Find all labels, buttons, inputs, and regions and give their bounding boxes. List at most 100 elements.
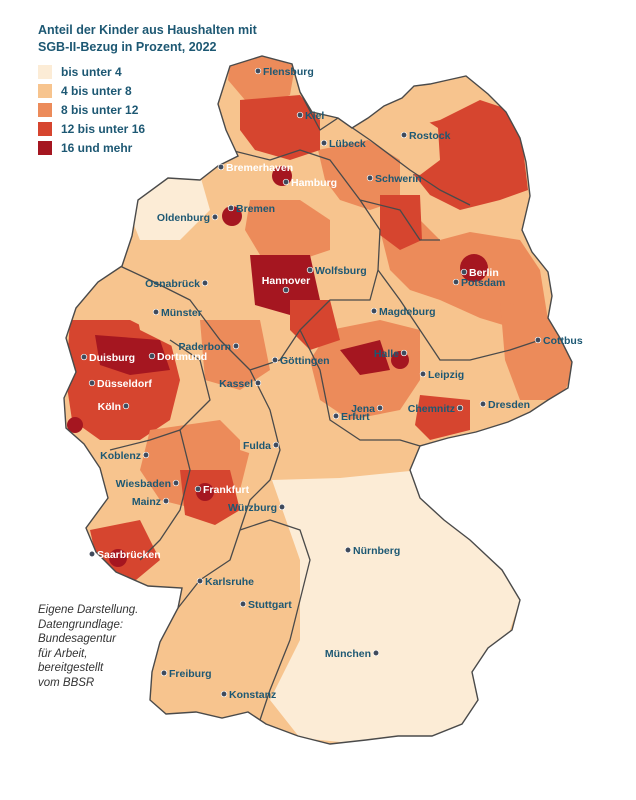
map-title: Anteil der Kinder aus Haushalten mit SGB… [38, 22, 257, 56]
city-marker [172, 479, 180, 487]
source-line: vom BBSR [38, 676, 95, 689]
city-marker [239, 600, 247, 608]
state-boundary [239, 519, 311, 721]
district-region [245, 200, 330, 260]
district-region [290, 300, 340, 350]
source-line: Datengrundlage: [38, 618, 124, 631]
source-line: Bundesagentur [38, 633, 117, 645]
legend-item: 8 bis unter 12 [38, 100, 145, 119]
state-boundary [239, 369, 281, 531]
city-marker [227, 204, 235, 212]
district-region [415, 395, 470, 440]
legend-swatch [38, 83, 52, 98]
city-label: München [325, 648, 371, 660]
city-marker [254, 379, 262, 387]
city-label: Düsseldorf [97, 378, 152, 390]
city-hotspot [222, 206, 242, 226]
district-region [240, 95, 320, 160]
city-label: Bremerhaven [226, 162, 293, 174]
city-label: Osnabrück [145, 278, 200, 290]
city-marker [332, 412, 340, 420]
state-boundary [337, 117, 471, 206]
state-boundary [109, 339, 211, 451]
city-label: Duisburg [89, 352, 135, 364]
city-label: Münster [161, 307, 202, 319]
city-label: Berlin [469, 267, 499, 279]
city-label: Nürnberg [353, 545, 400, 557]
city-label: Halle [374, 348, 399, 360]
city-label: Wolfsburg [315, 265, 367, 277]
legend-item: 12 bis unter 16 [38, 119, 145, 138]
city-marker [122, 402, 130, 410]
city-label: Hannover [262, 275, 310, 287]
city-label: Rostock [409, 130, 451, 142]
city-marker [456, 404, 464, 412]
city-label: Oldenburg [157, 212, 210, 224]
city-marker [306, 266, 314, 274]
district-region [270, 470, 520, 744]
city-marker [152, 308, 160, 316]
city-marker [452, 278, 460, 286]
city-marker [148, 352, 156, 360]
source-note: Eigene Darstellung. Datengrundlage: Bund… [38, 603, 158, 690]
legend-label: 16 und mehr [61, 140, 133, 155]
city-label: Koblenz [100, 450, 141, 462]
district-region [155, 590, 250, 705]
legend-item: bis unter 4 [38, 62, 145, 81]
city-hotspot [109, 549, 127, 567]
city-label: Chemnitz [408, 403, 455, 415]
map-title-line-1: Anteil der Kinder aus Haushalten mit [38, 23, 257, 37]
legend-swatch [38, 140, 52, 155]
city-label: Wiesbaden [116, 478, 171, 490]
city-label: Flensburg [263, 66, 314, 78]
city-label: Würzburg [228, 502, 277, 514]
district-region [318, 140, 400, 210]
state-boundary [119, 149, 381, 371]
legend-item: 4 bis unter 8 [38, 81, 145, 100]
state-boundary [177, 529, 241, 609]
city-label: Köln [98, 401, 121, 413]
city-marker [217, 163, 225, 171]
legend-swatch [38, 121, 52, 136]
city-marker [194, 485, 202, 493]
city-label: Karlsruhe [205, 576, 254, 588]
state-boundary [377, 269, 541, 361]
city-label: Konstanz [229, 689, 276, 701]
city-label: Schwerin [375, 173, 422, 185]
city-marker [296, 111, 304, 119]
legend-swatch [38, 64, 52, 79]
city-label: Freiburg [169, 668, 212, 680]
city-label: Kassel [219, 378, 253, 390]
city-label: Dortmund [157, 351, 207, 363]
city-marker [232, 342, 240, 350]
city-label: Leipzig [428, 369, 464, 381]
city-label: Dresden [488, 399, 530, 411]
district-region [228, 56, 295, 105]
state-boundary [299, 91, 339, 131]
city-marker [376, 404, 384, 412]
state-boundaries [109, 91, 541, 721]
city-label: Cottbus [543, 335, 583, 347]
city-marker [88, 379, 96, 387]
city-marker [80, 353, 88, 361]
city-marker [400, 131, 408, 139]
city-marker [282, 178, 290, 186]
city-label: Bremen [236, 203, 275, 215]
city-marker [460, 268, 468, 276]
city-marker [282, 286, 290, 294]
legend-label: 8 bis unter 12 [61, 102, 139, 117]
legend-label: 4 bis unter 8 [61, 83, 132, 98]
city-marker [479, 400, 487, 408]
city-marker [88, 550, 96, 558]
state-boundary [359, 199, 440, 241]
district-region [380, 195, 422, 250]
city-marker [272, 441, 280, 449]
country-outline [63, 55, 573, 745]
map-title-line-2: SGB-II-Bezug in Prozent, 2022 [38, 40, 217, 54]
city-marker [419, 370, 427, 378]
city-label: Paderborn [178, 341, 231, 353]
legend-item: 16 und mehr [38, 138, 145, 157]
city-label: Erfurt [341, 411, 370, 423]
city-label: Potsdam [461, 277, 505, 289]
